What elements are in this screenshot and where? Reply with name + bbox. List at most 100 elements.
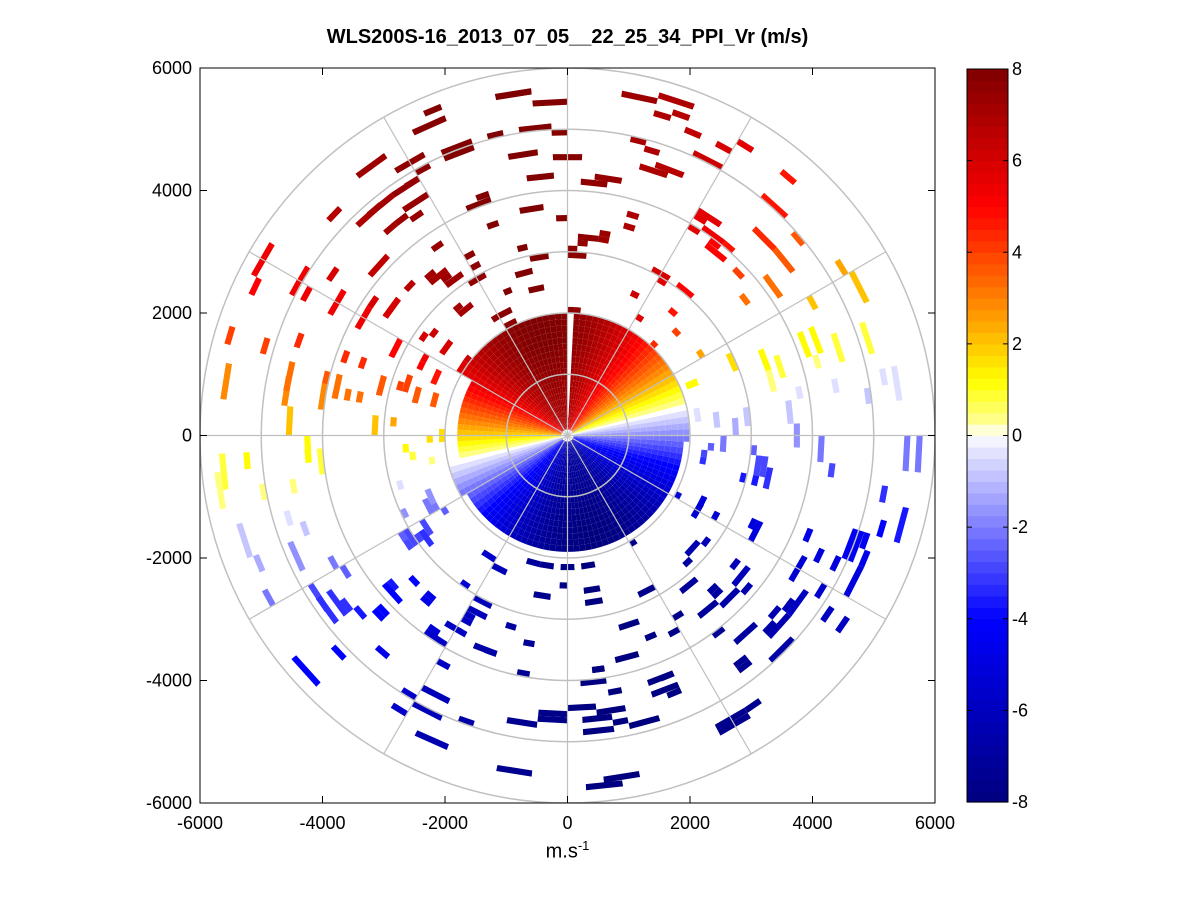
near-field-cell	[598, 412, 605, 418]
near-field-cell	[625, 351, 634, 360]
near-field-cell	[556, 437, 563, 442]
near-field-cell	[606, 481, 613, 488]
near-field-cell	[577, 442, 583, 448]
near-field-cell	[573, 489, 578, 497]
near-field-cell	[531, 540, 539, 548]
near-field-cell	[505, 356, 514, 365]
far-field-cell	[375, 374, 387, 397]
near-field-cell	[549, 402, 554, 409]
near-field-cell	[548, 500, 554, 508]
near-field-cell	[553, 495, 558, 503]
near-field-cell	[584, 442, 591, 446]
far-field-cell	[401, 374, 414, 393]
near-field-cell	[556, 464, 560, 471]
near-field-cell	[620, 491, 629, 500]
near-field-cell	[547, 525, 554, 533]
far-field-cell	[686, 223, 701, 236]
far-field-cell	[704, 242, 728, 263]
far-field-cell	[505, 621, 517, 631]
near-field-cell	[512, 404, 520, 411]
near-field-cell	[606, 509, 614, 518]
colorbar-swatch	[967, 550, 1008, 563]
near-field-cell	[657, 449, 665, 456]
far-field-cell	[643, 145, 661, 156]
near-field-cell	[582, 506, 589, 514]
near-field-cell	[531, 427, 538, 431]
near-field-cell	[569, 453, 572, 460]
colorbar-swatch	[967, 172, 1008, 185]
near-field-cell	[512, 471, 520, 478]
near-field-cell	[594, 329, 602, 337]
near-field-cell	[485, 377, 494, 386]
near-field-cell	[554, 421, 560, 427]
far-field-cell	[690, 378, 700, 388]
near-field-cell	[651, 492, 660, 501]
far-field-cell	[331, 373, 343, 400]
colorbar-swatch	[967, 332, 1008, 345]
y-tick-label: -4000	[146, 671, 192, 691]
near-field-cell	[571, 459, 574, 466]
near-field-cell	[547, 474, 553, 482]
near-field-cell	[582, 396, 587, 403]
near-field-cell	[610, 371, 618, 379]
spoke-line	[567, 251, 887, 437]
far-field-cell	[848, 270, 870, 304]
near-field-cell	[651, 370, 660, 379]
near-field-cell	[517, 492, 525, 500]
far-field-cell	[612, 717, 629, 726]
near-field-cell	[537, 453, 544, 459]
far-field-cell	[431, 502, 441, 513]
near-field-cell	[485, 389, 494, 397]
near-field-cell	[567, 478, 571, 485]
near-field-cell	[563, 453, 566, 460]
near-field-cell	[588, 511, 594, 519]
near-field-cell	[573, 431, 580, 434]
near-field-cell	[517, 528, 526, 537]
near-field-cell	[631, 374, 639, 382]
near-field-cell	[482, 382, 491, 390]
near-field-cell	[561, 539, 568, 546]
near-field-cell	[513, 421, 521, 426]
near-field-cell	[558, 426, 564, 432]
near-field-cell	[581, 376, 587, 384]
near-field-cell	[527, 492, 534, 500]
near-field-cell	[568, 453, 571, 460]
near-field-cell	[541, 498, 547, 506]
near-field-cell	[499, 492, 507, 501]
near-field-cell	[541, 457, 548, 463]
near-field-cell	[621, 444, 628, 449]
near-field-cell	[510, 477, 518, 485]
near-field-cell	[556, 430, 562, 434]
near-field-cell	[643, 393, 652, 401]
near-field-cell	[594, 458, 601, 465]
near-field-cell	[528, 450, 535, 455]
near-field-cell	[530, 438, 538, 442]
near-field-cell	[603, 408, 610, 415]
near-field-cell	[530, 493, 537, 501]
far-field-cell	[594, 173, 623, 184]
near-field-cell	[570, 447, 573, 454]
near-field-cell	[541, 511, 547, 519]
near-field-cell	[577, 457, 582, 464]
near-field-cell	[664, 440, 672, 447]
far-field-cell	[236, 522, 254, 559]
near-field-cell	[651, 416, 659, 423]
near-field-cell	[559, 440, 564, 446]
near-field-cell	[569, 411, 572, 418]
near-field-cell	[668, 457, 676, 465]
near-field-cell	[475, 425, 483, 432]
near-field-cell	[554, 313, 562, 320]
near-field-cell	[481, 426, 489, 432]
near-field-cell	[660, 477, 669, 486]
near-field-cell	[598, 349, 605, 358]
far-field-cell	[429, 391, 440, 408]
near-field-cell	[518, 407, 526, 414]
near-field-cell	[598, 392, 605, 400]
near-field-cell	[614, 366, 622, 374]
near-field-cell	[494, 341, 503, 350]
near-field-cell	[602, 525, 610, 533]
near-field-cell	[483, 413, 491, 419]
near-field-cell	[623, 457, 631, 463]
colorbar-swatch	[967, 779, 1008, 792]
near-field-cell	[563, 502, 568, 509]
